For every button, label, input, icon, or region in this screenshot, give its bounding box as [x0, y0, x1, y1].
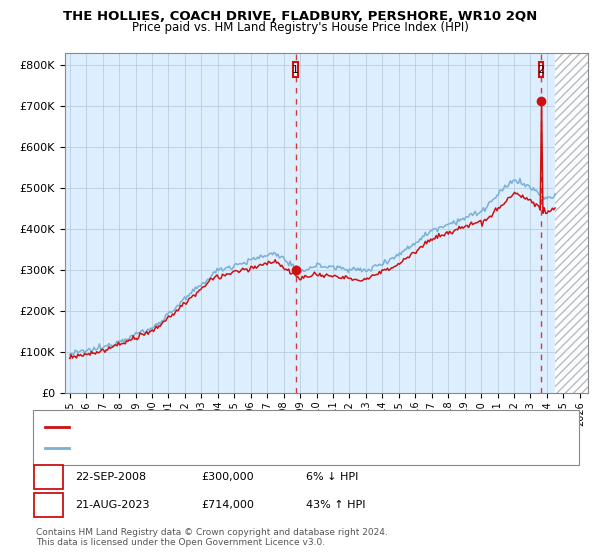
- Text: 22-SEP-2008: 22-SEP-2008: [75, 472, 146, 482]
- FancyBboxPatch shape: [539, 62, 543, 77]
- Text: THE HOLLIES, COACH DRIVE, FLADBURY, PERSHORE, WR10 2QN (detached house): THE HOLLIES, COACH DRIVE, FLADBURY, PERS…: [76, 422, 505, 432]
- Text: THE HOLLIES, COACH DRIVE, FLADBURY, PERSHORE, WR10 2QN: THE HOLLIES, COACH DRIVE, FLADBURY, PERS…: [63, 10, 537, 23]
- Text: 1: 1: [292, 64, 299, 74]
- Text: Contains HM Land Registry data © Crown copyright and database right 2024.
This d: Contains HM Land Registry data © Crown c…: [36, 528, 388, 547]
- FancyBboxPatch shape: [293, 62, 298, 77]
- Text: £300,000: £300,000: [201, 472, 254, 482]
- Bar: [555, 53, 588, 393]
- Text: 43% ↑ HPI: 43% ↑ HPI: [306, 500, 365, 510]
- Text: 2: 2: [538, 64, 545, 74]
- Text: £714,000: £714,000: [201, 500, 254, 510]
- Text: 1: 1: [45, 470, 52, 484]
- Text: 6% ↓ HPI: 6% ↓ HPI: [306, 472, 358, 482]
- Text: HPI: Average price, detached house, Wychavon: HPI: Average price, detached house, Wych…: [76, 443, 323, 453]
- Text: 2: 2: [45, 498, 52, 512]
- Text: 21-AUG-2023: 21-AUG-2023: [75, 500, 149, 510]
- Text: Price paid vs. HM Land Registry's House Price Index (HPI): Price paid vs. HM Land Registry's House …: [131, 21, 469, 34]
